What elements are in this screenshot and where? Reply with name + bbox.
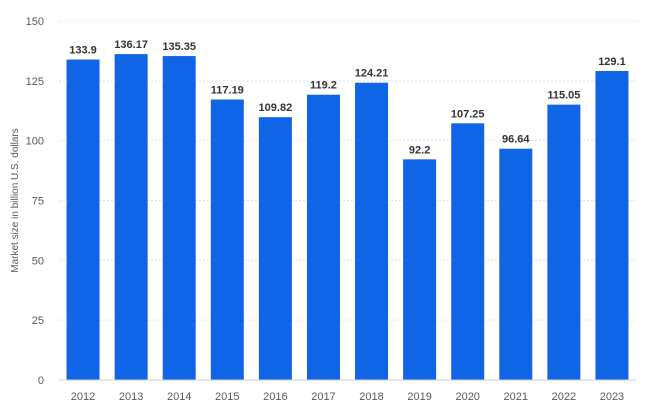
x-tick-label: 2018 <box>359 391 383 403</box>
y-tick-label: 25 <box>32 315 44 327</box>
data-label: 115.05 <box>547 90 580 102</box>
bar[interactable] <box>451 123 485 380</box>
x-tick-label: 2014 <box>167 391 191 403</box>
data-labels: 133.9 136.17 135.35 117.19 109.82 119.2 124.21… <box>69 39 625 156</box>
bar[interactable] <box>210 99 244 380</box>
data-label: 135.35 <box>162 41 196 53</box>
data-label: 96.64 <box>502 134 530 146</box>
bar[interactable] <box>547 104 581 380</box>
x-tick-label: 2015 <box>215 391 239 403</box>
gridlines <box>59 20 636 321</box>
x-tick-label: 2023 <box>600 391 624 403</box>
bar[interactable] <box>595 71 629 381</box>
y-tick-label: 125 <box>26 76 44 88</box>
x-tick-label: 2013 <box>119 391 143 403</box>
data-label: 133.9 <box>69 45 97 57</box>
bars <box>66 54 629 381</box>
y-tick-label: 0 <box>38 375 44 387</box>
x-tick-label: 2022 <box>552 391 576 403</box>
y-axis: 0 25 50 75 100 125 150 <box>26 16 44 387</box>
data-label: 92.2 <box>409 144 430 156</box>
data-label: 107.25 <box>451 108 485 120</box>
y-axis-title: Market size in billion U.S. dollars <box>10 128 21 273</box>
x-tick-label: 2021 <box>504 391 528 403</box>
x-tick-label: 2012 <box>71 391 95 403</box>
x-tick-label: 2019 <box>407 391 431 403</box>
bar[interactable] <box>499 148 533 380</box>
y-tick-label: 50 <box>32 255 44 267</box>
bar[interactable] <box>403 159 437 380</box>
x-tick-label: 2017 <box>311 391 335 403</box>
data-label: 124.21 <box>355 68 389 80</box>
data-label: 136.17 <box>114 39 148 51</box>
x-tick-label: 2016 <box>263 391 287 403</box>
y-tick-label: 150 <box>26 16 44 28</box>
bar[interactable] <box>355 82 389 381</box>
bar[interactable] <box>66 59 100 381</box>
data-label: 117.19 <box>211 85 244 97</box>
x-tick-label: 2020 <box>455 391 479 403</box>
x-axis: 2012 2013 2014 2015 2016 2017 2018 2019 2020 2021… <box>59 379 636 403</box>
data-label: 119.2 <box>310 80 337 92</box>
y-tick-label: 75 <box>32 196 44 208</box>
y-tick-label: 100 <box>26 136 44 148</box>
bar[interactable] <box>114 54 148 381</box>
data-label: 129.1 <box>598 56 626 68</box>
data-label: 109.82 <box>259 102 293 114</box>
bar[interactable] <box>162 56 196 381</box>
bar[interactable] <box>306 94 340 381</box>
bar[interactable] <box>258 117 292 381</box>
